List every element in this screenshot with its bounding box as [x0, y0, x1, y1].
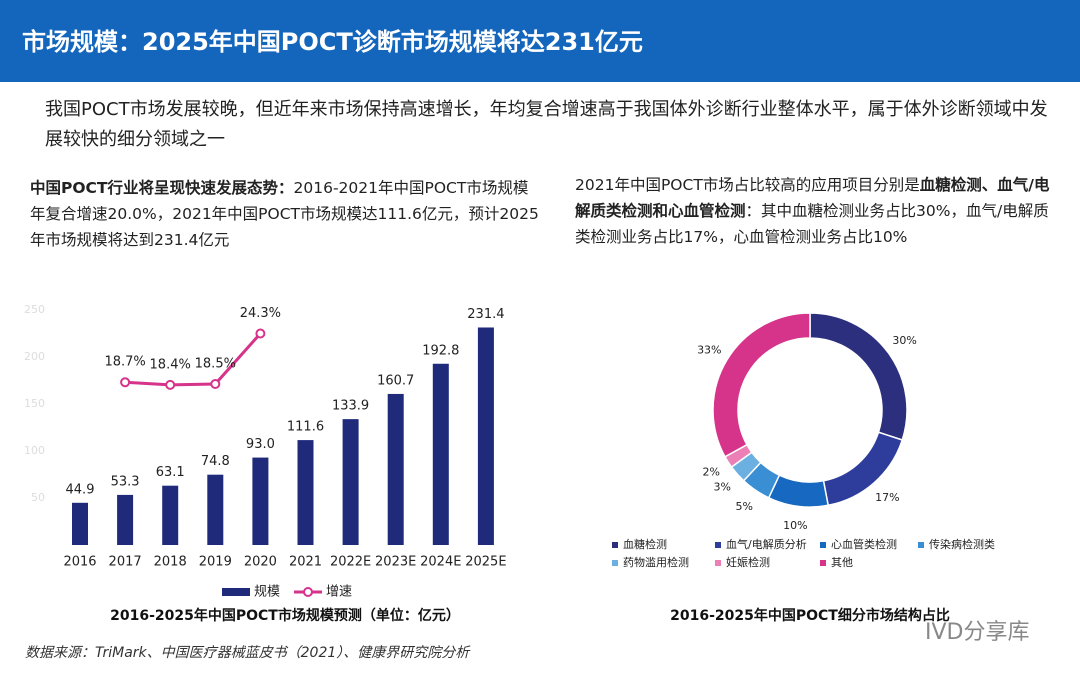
y-tick-label: 150: [24, 397, 45, 410]
bar: [297, 440, 314, 545]
data-label: 93.0: [246, 437, 275, 452]
bar: [162, 485, 179, 545]
growth-point: [255, 328, 266, 339]
data-label: 10%: [783, 519, 807, 532]
right-text: 2021年中国POCT市场占比较高的应用项目分别是血糖检测、血气/电解质类检测和…: [575, 172, 1055, 250]
chart-title: 2016-2025年中国POCT细分市场结构占比: [670, 607, 950, 624]
growth-line: [125, 332, 262, 387]
text-run: 2016-2021年中国POCT市场规模年复合增速20.0%，2021年中国PO…: [30, 179, 539, 249]
x-tick-label: 2021: [289, 555, 322, 570]
pie-slice: [712, 312, 811, 458]
growth-point: [210, 378, 221, 389]
legend-label: 妊娠检测: [726, 555, 770, 569]
x-tick-label: 2023E: [375, 555, 416, 570]
source: 数据来源：TriMark、中国医疗器械蓝皮书（2021）、健康界研究院分析: [25, 645, 470, 661]
data-label: 44.9: [66, 482, 95, 497]
data-label: 63.1: [156, 465, 185, 480]
x-tick-label: 2019: [199, 555, 232, 570]
text-run: 血糖检测、血气/电解质类检测和心血管检测: [575, 176, 1050, 220]
bar: [477, 327, 494, 545]
y-tick-label: 250: [24, 303, 45, 316]
legend-swatch: [918, 542, 924, 548]
bar: [432, 363, 449, 545]
legend-label: 其他: [831, 556, 853, 569]
x-tick-label: 2020: [244, 555, 277, 570]
data-label: 133.9: [332, 399, 369, 414]
y-tick-label: 200: [24, 350, 45, 363]
legend-label: 规模: [254, 585, 280, 600]
text-run: 中国POCT行业将呈现快速发展态势：: [30, 179, 294, 197]
y-tick-label: 50: [31, 491, 45, 504]
data-label: 30%: [892, 334, 916, 347]
data-label: 24.3%: [240, 306, 281, 321]
left-text: 中国POCT行业将呈现快速发展态势：2016-2021年中国POCT市场规模年复…: [30, 175, 540, 253]
x-tick-label: 2016: [63, 555, 96, 570]
legend-swatch: [612, 542, 618, 548]
legend-swatch: [715, 542, 721, 548]
growth-point: [165, 379, 176, 390]
x-tick-label: 2024E: [420, 555, 461, 570]
bar: [207, 474, 224, 545]
legend-point: [303, 587, 313, 597]
legend-label: 血气/电解质分析: [726, 537, 807, 551]
pie-slice: [809, 312, 908, 441]
legend-swatch: [715, 560, 721, 566]
y-tick-label: 100: [24, 444, 45, 457]
legend-swatch: [612, 560, 618, 566]
legend-label: 传染病检测类: [929, 537, 995, 551]
intro: 我国POCT市场发展较晚，但近年来市场保持高速增长，年均复合增速高于我国体外诊断…: [45, 99, 1048, 150]
data-label: 2%: [702, 466, 719, 479]
header-title: 市场规模：2025年中国POCT诊断市场规模将达231亿元: [22, 28, 643, 56]
bar: [117, 494, 134, 545]
data-label: 18.4%: [150, 357, 191, 372]
data-label: 33%: [697, 343, 721, 356]
bar: [72, 502, 88, 545]
data-label: 192.8: [422, 343, 459, 358]
text-run: ：其中血糖检测业务占比30%，血气/电解质类检测业务占比17%，心血管检测业务占…: [575, 202, 1049, 246]
data-label: 231.4: [467, 307, 504, 322]
data-label: 3%: [714, 480, 731, 493]
growth-point: [120, 377, 131, 388]
legend-swatch: [820, 560, 826, 566]
x-tick-label: 2017: [109, 555, 142, 570]
x-tick-label: 2025E: [465, 555, 506, 570]
x-tick-label: 2018: [154, 555, 187, 570]
header-bar: 市场规模：2025年中国POCT诊断市场规模将达231亿元: [0, 0, 1080, 82]
chart-title: 2016-2025年中国POCT市场规模预测（单位：亿元）: [110, 607, 460, 624]
data-label: 160.7: [377, 373, 414, 388]
data-label: 17%: [875, 491, 899, 504]
bar: [342, 419, 359, 545]
text-run: 2021年中国POCT市场占比较高的应用项目分别是: [575, 176, 920, 194]
legend-label: 血糖检测: [623, 537, 667, 551]
x-tick-label: 2022E: [330, 555, 371, 570]
data-label: 111.6: [287, 420, 324, 435]
data-label: 74.8: [201, 454, 230, 469]
legend-swatch: [820, 542, 826, 548]
bar: [387, 393, 404, 545]
legend-label: 增速: [326, 585, 352, 600]
legend-label: 药物滥用检测: [623, 555, 689, 569]
data-label: 18.7%: [104, 355, 145, 370]
data-label: 53.3: [111, 474, 140, 489]
bar: [252, 457, 269, 545]
legend-swatch: [222, 588, 250, 596]
data-label: 5%: [736, 500, 753, 513]
data-label: 18.5%: [195, 356, 236, 371]
watermark: IVD分享库: [925, 620, 1030, 645]
legend-label: 心血管类检测: [831, 537, 897, 551]
